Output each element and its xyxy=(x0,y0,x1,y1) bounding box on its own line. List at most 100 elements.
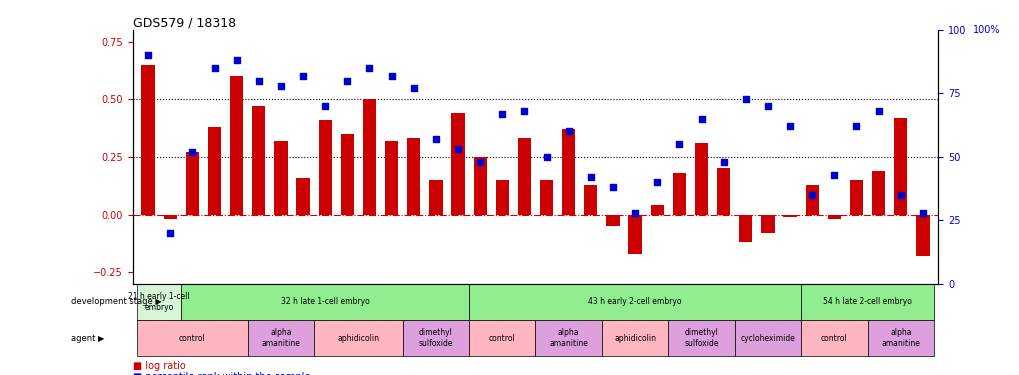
Bar xyxy=(384,141,397,214)
Bar xyxy=(716,168,730,214)
FancyBboxPatch shape xyxy=(734,320,800,356)
Text: aphidicolin: aphidicolin xyxy=(613,334,655,343)
Text: GDS579 / 18318: GDS579 / 18318 xyxy=(132,17,235,30)
Bar xyxy=(229,76,244,214)
FancyBboxPatch shape xyxy=(137,320,248,356)
FancyBboxPatch shape xyxy=(469,284,800,320)
Point xyxy=(206,65,222,71)
Point xyxy=(228,57,245,63)
Bar xyxy=(318,120,331,214)
Bar xyxy=(142,64,155,214)
Bar xyxy=(208,127,221,214)
Point xyxy=(493,111,510,117)
Bar xyxy=(871,171,884,214)
Point xyxy=(582,174,598,180)
FancyBboxPatch shape xyxy=(248,320,314,356)
Bar xyxy=(783,214,796,217)
Bar xyxy=(297,178,310,214)
Point xyxy=(737,96,753,102)
FancyBboxPatch shape xyxy=(535,320,601,356)
Bar xyxy=(849,180,862,214)
Point xyxy=(648,179,664,185)
Point xyxy=(604,184,621,190)
Bar xyxy=(915,214,928,256)
Text: ■ log ratio: ■ log ratio xyxy=(148,374,197,375)
FancyBboxPatch shape xyxy=(800,320,867,356)
Bar xyxy=(561,129,575,214)
Point xyxy=(251,78,267,84)
Bar xyxy=(805,184,818,214)
Bar xyxy=(340,134,354,214)
Text: alpha
amanitine: alpha amanitine xyxy=(880,328,919,348)
Text: ■ percentile rank within the sample: ■ percentile rank within the sample xyxy=(132,372,310,375)
Bar xyxy=(628,214,641,254)
FancyBboxPatch shape xyxy=(800,284,933,320)
FancyBboxPatch shape xyxy=(667,320,734,356)
Text: alpha
amanitine: alpha amanitine xyxy=(261,328,300,348)
Bar xyxy=(760,214,773,233)
Point xyxy=(869,108,886,114)
Point xyxy=(714,159,731,165)
Bar xyxy=(605,214,619,226)
Point xyxy=(472,159,488,165)
Text: cycloheximide: cycloheximide xyxy=(740,334,795,343)
Text: 54 h late 2-cell embryо: 54 h late 2-cell embryо xyxy=(822,297,911,306)
Bar xyxy=(584,184,597,214)
FancyBboxPatch shape xyxy=(469,320,535,356)
Text: ■ log ratio: ■ log ratio xyxy=(132,361,185,371)
Bar xyxy=(894,118,907,214)
Point xyxy=(627,210,643,216)
Point xyxy=(693,116,709,122)
Bar xyxy=(495,180,508,214)
Bar xyxy=(252,106,265,214)
Bar xyxy=(473,157,486,214)
FancyBboxPatch shape xyxy=(181,284,469,320)
Point xyxy=(339,78,356,84)
Bar xyxy=(429,180,442,214)
Bar xyxy=(185,152,199,214)
Point xyxy=(317,103,333,109)
Bar xyxy=(739,214,752,242)
Text: control: control xyxy=(488,334,516,343)
FancyBboxPatch shape xyxy=(867,320,933,356)
Text: 32 h late 1-cell embryо: 32 h late 1-cell embryо xyxy=(280,297,369,306)
Point xyxy=(825,172,842,178)
Point xyxy=(671,141,687,147)
Point xyxy=(427,136,443,142)
FancyBboxPatch shape xyxy=(137,284,181,320)
Text: aphidicolin: aphidicolin xyxy=(337,334,379,343)
Bar xyxy=(274,141,287,214)
Bar xyxy=(694,143,707,214)
Point xyxy=(782,123,798,129)
Bar xyxy=(673,173,686,214)
Bar xyxy=(539,180,552,214)
Text: 43 h early 2-cell embryо: 43 h early 2-cell embryо xyxy=(588,297,681,306)
Point xyxy=(406,86,422,92)
Point xyxy=(560,129,577,135)
Bar xyxy=(407,138,420,214)
Point xyxy=(272,83,288,89)
FancyBboxPatch shape xyxy=(403,320,469,356)
Point xyxy=(516,108,532,114)
Text: alpha
amanitine: alpha amanitine xyxy=(548,328,588,348)
Bar xyxy=(826,214,841,219)
Bar xyxy=(363,99,376,214)
Bar xyxy=(650,206,663,214)
Text: agent ▶: agent ▶ xyxy=(70,334,104,343)
Point xyxy=(848,123,864,129)
Bar xyxy=(451,113,465,214)
Point xyxy=(383,73,399,79)
Point xyxy=(803,192,819,198)
Text: development stage ▶: development stage ▶ xyxy=(70,297,161,306)
Point xyxy=(449,146,466,152)
Text: control: control xyxy=(820,334,847,343)
Point xyxy=(892,192,908,198)
Text: dimethyl
sulfoxide: dimethyl sulfoxide xyxy=(684,328,718,348)
Point xyxy=(294,73,311,79)
FancyBboxPatch shape xyxy=(314,320,403,356)
Point xyxy=(162,230,178,236)
Text: dimethyl
sulfoxide: dimethyl sulfoxide xyxy=(418,328,452,348)
Point xyxy=(184,149,201,155)
Text: control: control xyxy=(178,334,206,343)
Point xyxy=(759,103,775,109)
